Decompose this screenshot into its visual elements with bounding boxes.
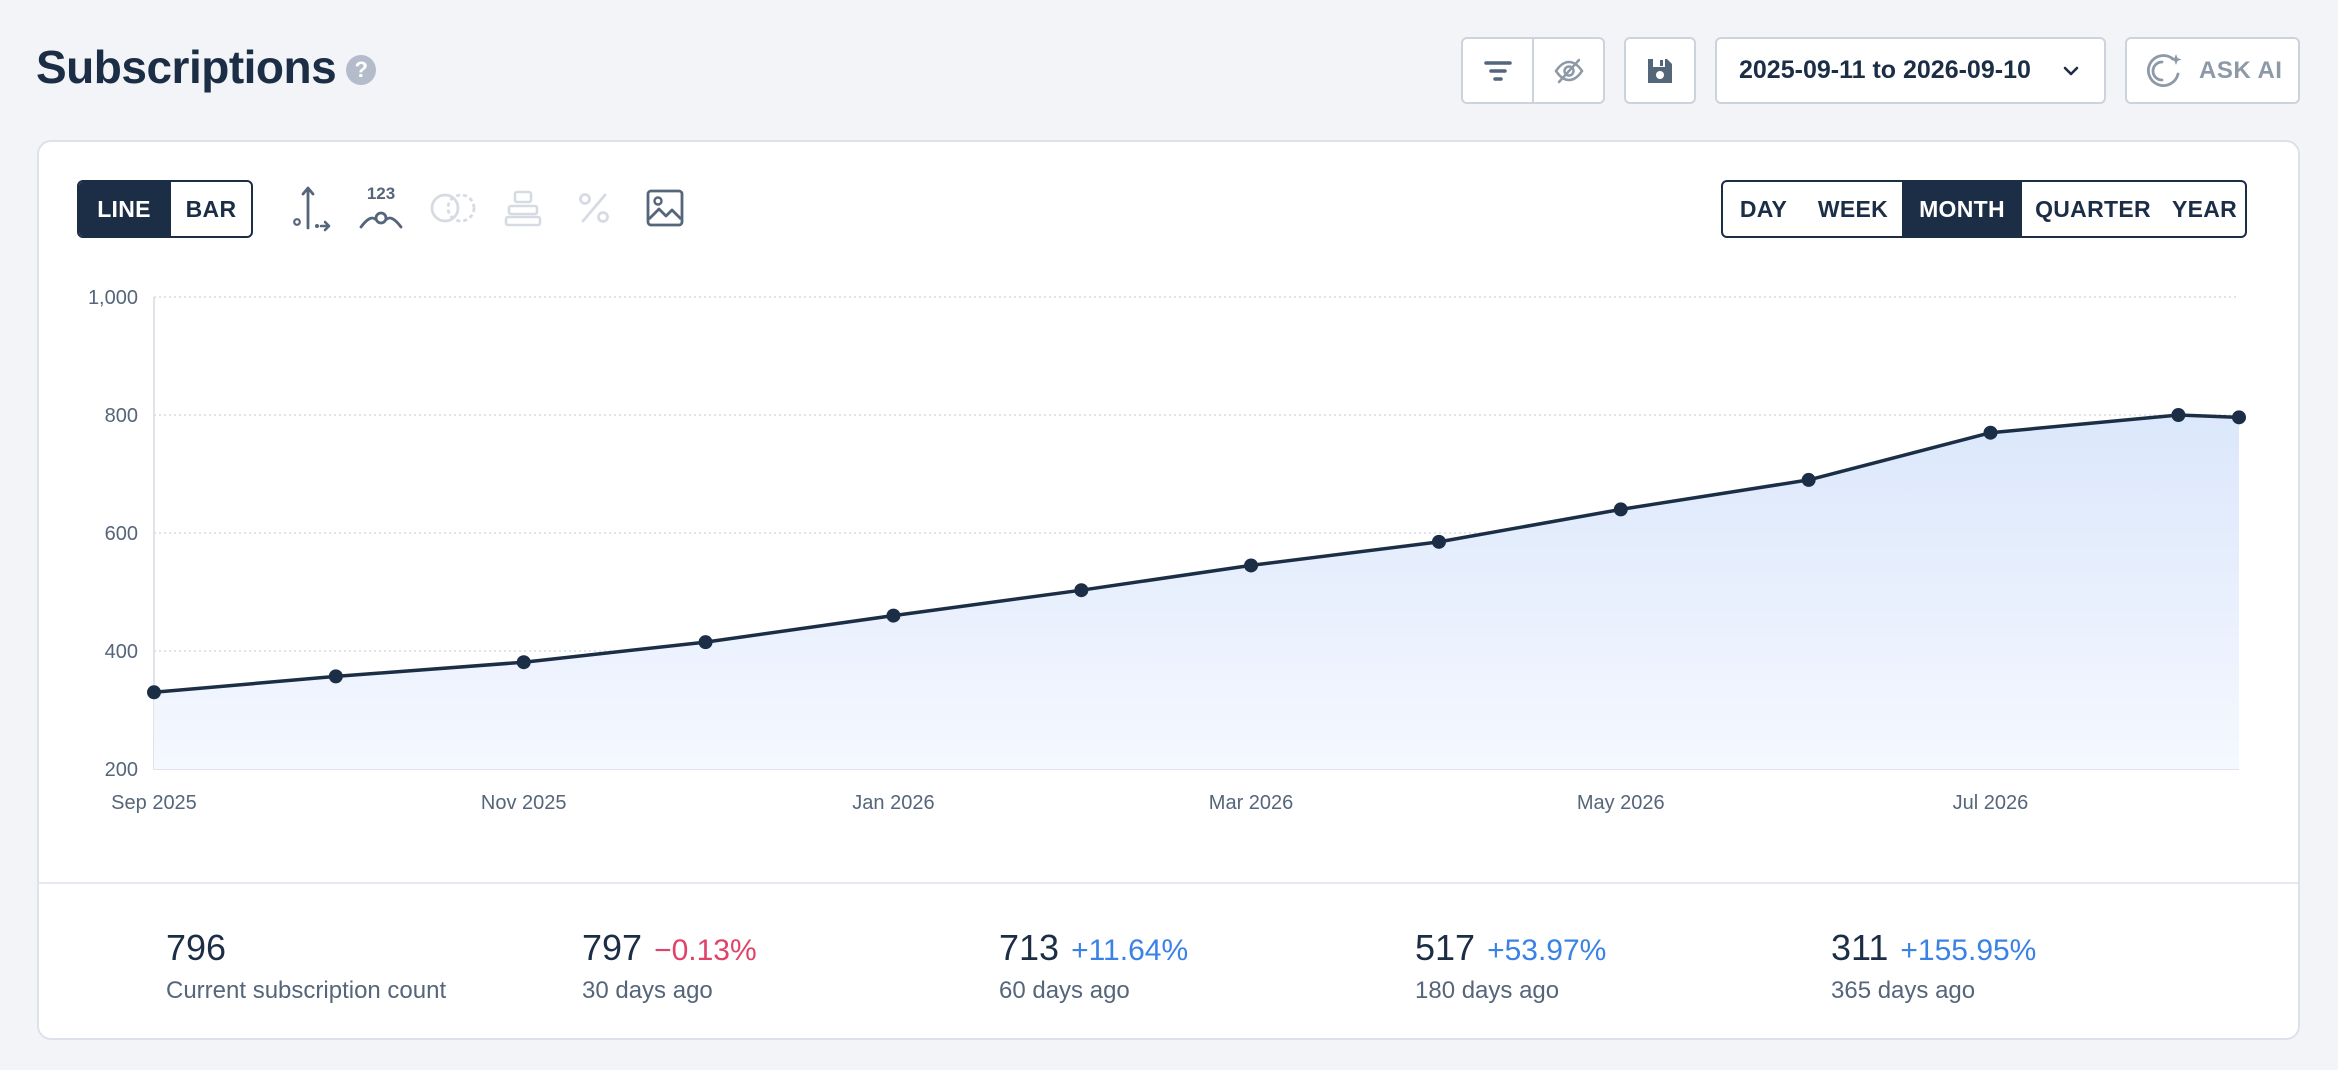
chart-type-line[interactable]: LINE [79,182,169,236]
filter-button[interactable] [1463,39,1534,102]
save-button[interactable] [1624,37,1696,104]
stat-label: 30 days ago [582,977,713,1004]
x-tick-label: Nov 2025 [481,792,567,814]
ask-ai-label: ASK AI [2199,56,2283,84]
data-point[interactable] [1983,425,1998,440]
data-point[interactable] [2171,408,2186,422]
x-tick-label: Mar 2026 [1209,792,1294,814]
subscriptions-chart: 1,000 800 600 400 200 Sep 2025 Nov 2025 Jan 20… [88,287,2246,814]
chart-type-toggle: LINE BAR [77,180,253,238]
data-point[interactable] [1801,472,1816,487]
axis-scale-button[interactable] [287,182,337,234]
stack-layers-icon [504,190,542,227]
stat-value: 797 [582,927,643,968]
stat-label: 180 days ago [1415,977,1560,1004]
data-point[interactable] [1613,502,1628,517]
y-tick-label: 800 [105,405,138,427]
stat-current: 796 Current subscription count [166,927,446,1005]
ask-ai-button[interactable]: ASK AI [2125,37,2300,104]
stat-change: +155.95% [1900,934,2037,967]
chart-y-axis: 1,000 800 600 400 200 [88,287,138,781]
stat-change: +11.64% [1071,934,1189,967]
period-selector: DAY WEEK MONTH QUARTER YEAR [1721,180,2247,238]
stats-divider [39,882,2298,884]
page-title: Subscriptions [36,41,337,93]
x-tick-label: Sep 2025 [111,792,197,814]
stat-value: 796 [166,927,227,968]
compare-button [427,186,479,230]
chart-points [147,408,2246,700]
stat-value: 713 [999,927,1060,968]
compare-circles-icon [430,193,476,223]
stat-change: −0.13% [654,934,757,967]
chart-type-bar[interactable]: BAR [169,182,251,236]
data-labels-icon [359,211,403,229]
x-tick-label: Jan 2026 [852,792,934,814]
stat-365-days: 311 +155.95% 365 days ago [1831,927,2036,1005]
chart-x-axis: Sep 2025 Nov 2025 Jan 2026 Mar 2026 May 2026… [111,792,2028,814]
date-range-picker[interactable]: 2025-09-11 to 2026-09-10 [1715,37,2106,104]
stat-30-days: 797 −0.13% 30 days ago [582,927,757,1005]
period-day[interactable]: DAY [1739,195,1788,222]
data-point[interactable] [328,669,343,684]
hide-button[interactable] [1534,39,1603,102]
y-tick-label: 400 [105,641,138,663]
chart-card: LINE BAR 123 [37,140,2300,1040]
save-icon [1648,58,1672,83]
date-range-value: 2025-09-11 to 2026-09-10 [1739,56,2031,84]
period-year[interactable]: YEAR [2171,195,2238,222]
data-point[interactable] [886,608,901,623]
stat-label: 365 days ago [1831,977,1976,1004]
chevron-down-icon [2063,66,2079,75]
page-header: Subscriptions ? [36,40,377,94]
stat-label: 60 days ago [999,977,1130,1004]
axis-scale-icon [293,186,331,232]
image-icon [646,189,684,227]
stat-60-days: 713 +11.64% 60 days ago [999,927,1188,1005]
stat-change: +53.97% [1487,934,1607,967]
stat-value: 517 [1415,927,1476,968]
data-point[interactable] [1244,558,1259,573]
percent-icon [579,193,609,223]
y-tick-label: 200 [105,759,138,781]
ai-sparkle-icon [2147,53,2182,87]
eye-off-icon [1553,58,1584,83]
y-tick-label: 600 [105,523,138,545]
data-labels-icon-text: 123 [366,184,396,203]
stat-label: Current subscription count [166,977,447,1004]
data-point[interactable] [1074,583,1089,598]
period-week[interactable]: WEEK [1817,195,1889,222]
data-point[interactable] [698,635,713,650]
help-icon[interactable]: ? [346,55,377,85]
data-point[interactable] [2232,410,2246,425]
data-point[interactable] [147,685,161,700]
export-image-button[interactable] [643,186,687,230]
y-tick-label: 1,000 [88,287,138,309]
period-quarter[interactable]: QUARTER [2035,195,2151,222]
chart-area-fill [154,415,2239,769]
data-point[interactable] [1431,534,1446,549]
filter-visibility-group [1461,37,1605,104]
filter-icon [1483,60,1512,81]
data-point[interactable] [516,655,531,670]
percentage-button [572,186,616,230]
x-tick-label: May 2026 [1577,792,1665,814]
stack-button [501,186,545,230]
stat-value: 311 [1831,927,1889,968]
stat-180-days: 517 +53.97% 180 days ago [1415,927,1606,1005]
period-month[interactable]: MONTH [1902,182,2022,236]
x-tick-label: Jul 2026 [1953,792,2029,814]
data-labels-button[interactable]: 123 [357,180,405,236]
